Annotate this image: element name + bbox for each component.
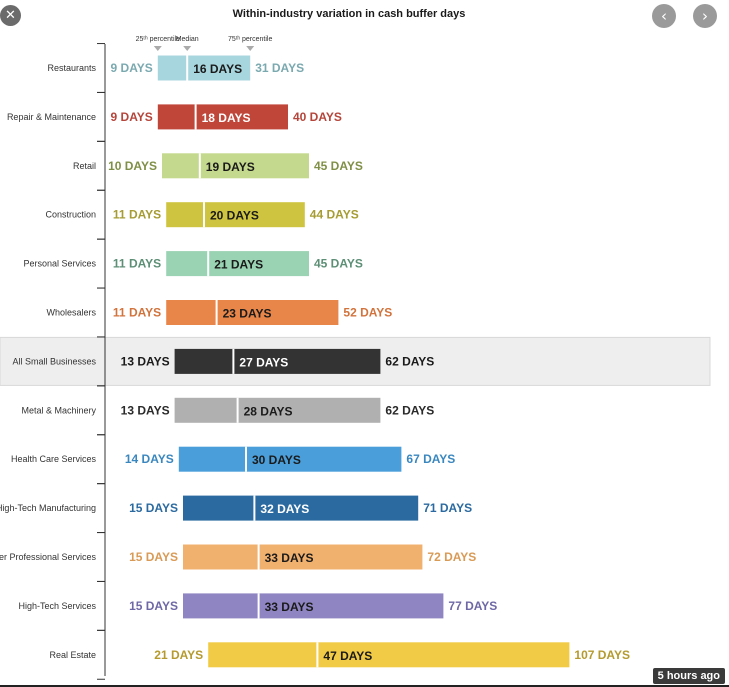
chart-rows: Restaurants 9 DAYS 16 DAYS 31 DAYS Repair & … — [0, 43, 711, 680]
chevron-left-icon[interactable]: ‹ — [652, 4, 676, 28]
p25-label: 9 DAYS — [111, 61, 153, 75]
p25-label: 15 DAYS — [129, 599, 178, 613]
category-label: High-Tech Manufacturing — [0, 503, 96, 513]
median-label: 33 DAYS — [265, 551, 314, 565]
p75-label: 77 DAYS — [448, 599, 497, 613]
median-label: 19 DAYS — [206, 160, 255, 174]
iqr-bar — [183, 495, 419, 521]
chart-row: Construction 11 DAYS 20 DAYS 44 DAYS — [45, 189, 359, 240]
median-label: 18 DAYS — [202, 111, 251, 125]
chart-title: Within-industry variation in cash buffer… — [233, 8, 466, 20]
marker-label-p25: 25ᵗʰ percentile — [136, 36, 180, 43]
category-label: Real Estate — [49, 650, 96, 660]
p75-label: 40 DAYS — [293, 110, 342, 124]
p25-label: 13 DAYS — [121, 403, 170, 417]
category-label: Construction — [45, 210, 96, 220]
category-label: Restaurants — [47, 63, 96, 73]
iqr-bar — [157, 55, 251, 81]
iqr-bar — [174, 397, 381, 423]
p75-label: 45 DAYS — [314, 159, 363, 173]
bottom-border — [0, 685, 729, 687]
median-label: 23 DAYS — [223, 307, 272, 321]
chart-row: High-Tech Manufacturing 15 DAYS 32 DAYS 71 … — [0, 483, 472, 534]
p25-label: 14 DAYS — [125, 452, 174, 466]
category-label: High-Tech Services — [18, 601, 96, 611]
marker-triangle-p75 — [246, 46, 255, 51]
marker-triangle-p25 — [153, 46, 162, 51]
median-label: 33 DAYS — [265, 600, 314, 614]
category-label: Retail — [73, 161, 96, 171]
median-label: 21 DAYS — [214, 258, 263, 272]
p25-label: 15 DAYS — [129, 550, 178, 564]
chart-row: Retail 10 DAYS 19 DAYS 45 DAYS — [73, 140, 363, 191]
p25-label: 15 DAYS — [129, 501, 178, 515]
p75-label: 31 DAYS — [255, 61, 304, 75]
chart-row: Health Care Services 14 DAYS 30 DAYS 67 DAY… — [11, 434, 455, 485]
median-label: 16 DAYS — [193, 62, 242, 76]
median-label: 30 DAYS — [252, 453, 301, 467]
p75-label: 107 DAYS — [574, 648, 630, 662]
category-label: All Small Businesses — [12, 356, 96, 366]
close-icon[interactable]: ✕ — [0, 5, 21, 26]
category-label: Personal Services — [23, 259, 96, 269]
p75-label: 62 DAYS — [385, 354, 434, 368]
median-label: 27 DAYS — [239, 355, 288, 369]
iqr-bar — [183, 593, 444, 619]
chart-row: Metal & Machinery 13 DAYS 28 DAYS 62 DAYS — [21, 385, 434, 436]
p25-label: 11 DAYS — [113, 306, 161, 320]
iqr-bar — [166, 300, 339, 325]
category-label: Repair & Maintenance — [7, 112, 96, 122]
p25-label: 13 DAYS — [121, 354, 170, 368]
category-label: Health Care Services — [11, 454, 97, 464]
p75-label: 67 DAYS — [406, 452, 455, 466]
p25-label: 11 DAYS — [113, 208, 161, 222]
marker-triangle-median — [183, 46, 192, 51]
iqr-bar — [208, 642, 570, 668]
p25-label: 21 DAYS — [154, 648, 203, 662]
iqr-bar — [162, 153, 309, 179]
chart-row: Restaurants 9 DAYS 16 DAYS 31 DAYS — [47, 43, 304, 93]
chart-row: All Small Businesses 13 DAYS 27 DAYS 62 DAY… — [0, 336, 711, 387]
p75-label: 44 DAYS — [310, 208, 359, 222]
iqr-bar — [183, 544, 423, 570]
chevron-right-icon[interactable]: › — [693, 4, 717, 28]
p75-label: 52 DAYS — [343, 306, 392, 320]
marker-label-p75: 75ᵗʰ percentile — [228, 36, 272, 43]
iqr-bar — [166, 251, 309, 277]
chart-row: Other Professional Services 15 DAYS 33 DAY… — [0, 532, 476, 582]
category-label: Wholesalers — [46, 308, 96, 318]
median-label: 20 DAYS — [210, 209, 259, 223]
median-label: 47 DAYS — [323, 649, 372, 663]
iqr-bar — [178, 446, 402, 472]
p25-label: 9 DAYS — [111, 110, 153, 124]
iqr-bar — [174, 348, 381, 374]
p75-label: 71 DAYS — [423, 501, 472, 515]
p25-label: 10 DAYS — [108, 159, 157, 173]
marker-label-median: Median — [176, 36, 199, 43]
p25-label: 11 DAYS — [113, 257, 161, 271]
chart-row: Personal Services 11 DAYS 21 DAYS 45 DAYS — [23, 238, 363, 289]
iqr-bar — [157, 104, 288, 130]
p75-label: 62 DAYS — [385, 403, 434, 417]
iqr-bar — [166, 202, 305, 228]
p75-label: 45 DAYS — [314, 257, 363, 271]
median-label: 32 DAYS — [260, 502, 309, 516]
chart-row: Real Estate 21 DAYS 47 DAYS 107 DAYS — [49, 629, 630, 680]
chart-row: Wholesalers 11 DAYS 23 DAYS 52 DAYS — [46, 287, 392, 338]
timestamp-badge: 5 hours ago — [652, 668, 725, 684]
chart-row: Repair & Maintenance 9 DAYS 18 DAYS 40 DAYS — [7, 91, 342, 142]
category-label: Other Professional Services — [0, 552, 96, 562]
p75-label: 72 DAYS — [427, 550, 476, 564]
chart-row: High-Tech Services 15 DAYS 33 DAYS 77 DAYS — [18, 580, 497, 631]
median-label: 28 DAYS — [244, 404, 293, 418]
category-label: Metal & Machinery — [21, 405, 96, 415]
